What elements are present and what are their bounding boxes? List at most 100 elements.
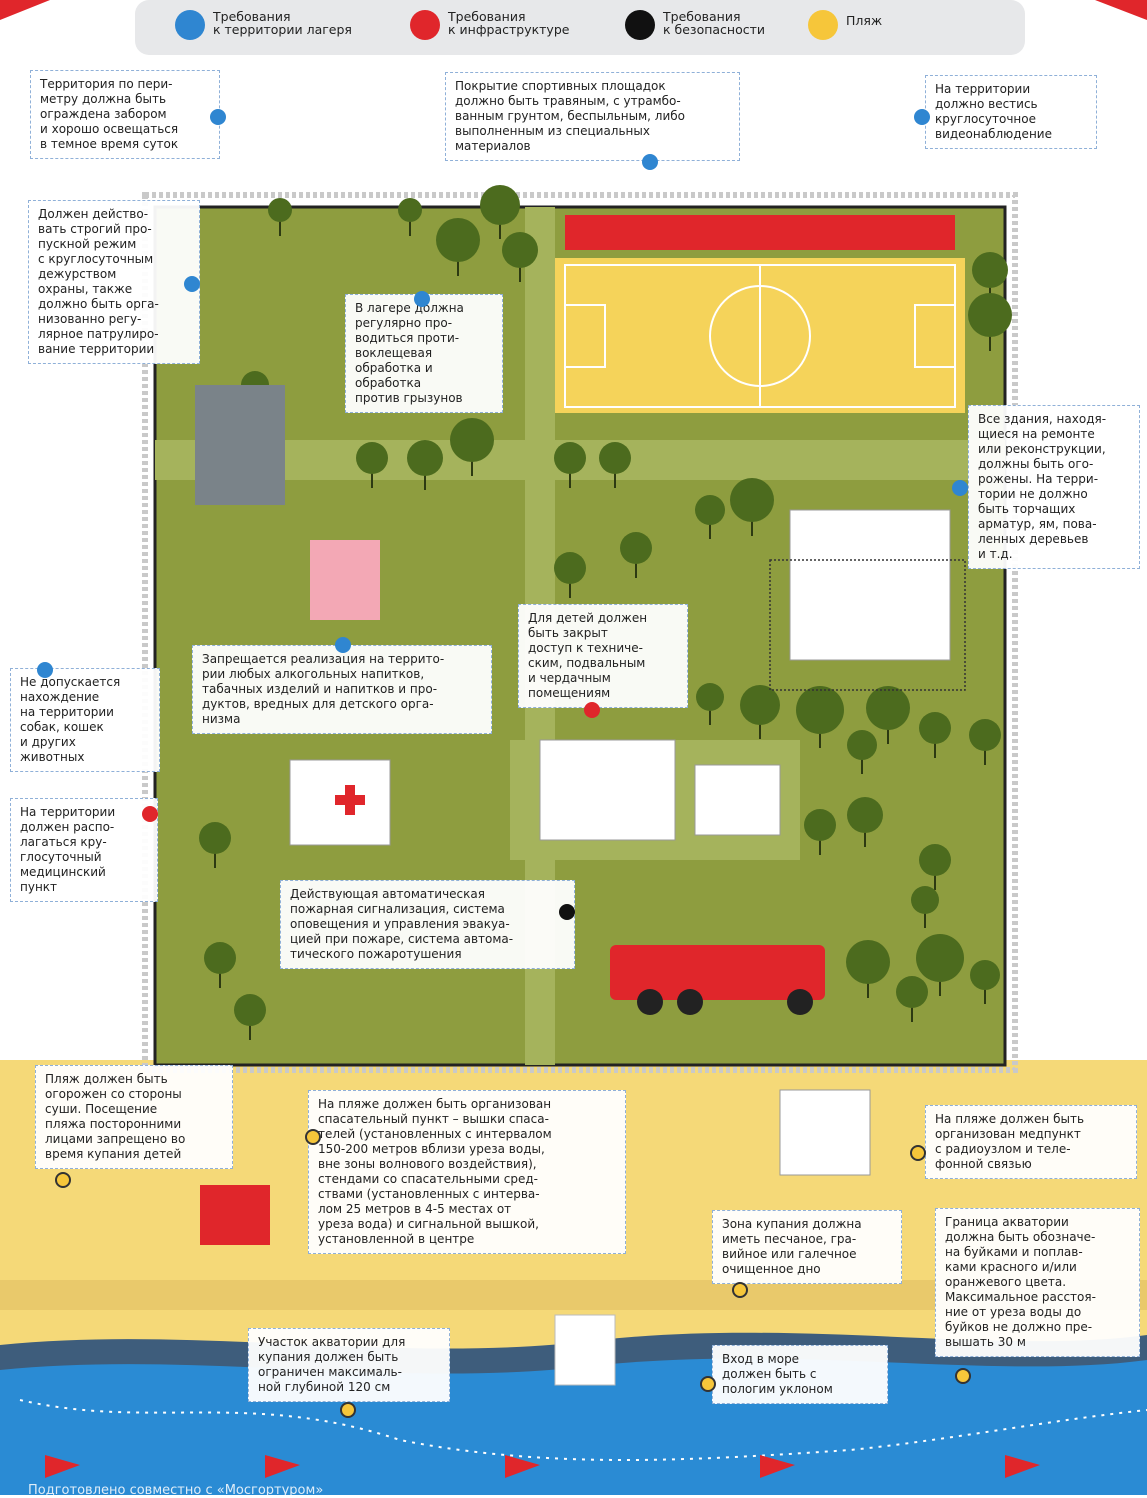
callout-dot <box>305 1129 321 1145</box>
callout-line: табачных изделий и напитков и про- <box>202 682 482 697</box>
legend-label: Требованияк инфраструктуре <box>448 10 569 36</box>
callout-line: животных <box>20 750 150 765</box>
tree <box>695 495 725 525</box>
callout-line: на буйками и поплав- <box>945 1245 1130 1260</box>
callout-line: пологим уклоном <box>722 1382 878 1397</box>
callout-dot <box>584 702 600 718</box>
callout-dot <box>559 904 575 920</box>
callout-line: лагаться кру- <box>20 835 148 850</box>
lifeguard-tower <box>200 1185 270 1245</box>
tree <box>919 712 951 744</box>
callout: Участок акватории длякупания должен быть… <box>248 1328 450 1402</box>
tree <box>502 232 538 268</box>
callout-line: пункт <box>20 880 148 895</box>
callout-line: тории не должно <box>978 487 1130 502</box>
wheel <box>677 989 703 1015</box>
tree <box>847 797 883 833</box>
callout-line: ленных деревьев <box>978 532 1130 547</box>
callout-line: огорожен со стороны <box>45 1087 223 1102</box>
callout-line: водиться проти- <box>355 331 493 346</box>
callout-line: дуктов, вредных для детского орга- <box>202 697 482 712</box>
footer: Подготовлено совместно с «Мосгортуром» <box>28 1483 323 1498</box>
callout: Покрытие спортивных площадокдолжно быть … <box>445 72 740 161</box>
callout-line: щиеся на ремонте <box>978 427 1130 442</box>
callout-line: вне зоны волнового воздействия), <box>318 1157 616 1172</box>
tree <box>268 198 292 222</box>
callout-line: 150-200 метров вблизи уреза воды, <box>318 1142 616 1157</box>
callout-line: помещениям <box>528 686 678 701</box>
callout-line: лом 25 метров в 4-5 местах от <box>318 1202 616 1217</box>
callout-line: Территория по пери- <box>40 77 210 92</box>
callout-dot <box>210 109 226 125</box>
callout-line: должен распо- <box>20 820 148 835</box>
tree <box>968 293 1012 337</box>
callout-line: Действующая автоматическая <box>290 887 565 902</box>
tree <box>969 719 1001 751</box>
tree <box>866 686 910 730</box>
callout-line: организован медпункт <box>935 1127 1127 1142</box>
callout-dot <box>37 662 53 678</box>
callout-line: вание территории <box>38 342 190 357</box>
callout-line: арматур, ям, пова- <box>978 517 1130 532</box>
callout-line: с круглосуточным <box>38 252 190 267</box>
callout-line: должен быть с <box>722 1367 878 1382</box>
tree <box>970 960 1000 990</box>
callout-line: регулярно про- <box>355 316 493 331</box>
tree <box>847 730 877 760</box>
tree <box>620 532 652 564</box>
callout-line: на территории <box>20 705 150 720</box>
wheel <box>637 989 663 1015</box>
callout-line: пускной режим <box>38 237 190 252</box>
callout-line: быть закрыт <box>528 626 678 641</box>
callout: Действующая автоматическаяпожарная сигна… <box>280 880 575 969</box>
callout-dot <box>184 276 200 292</box>
callout-line: фонной связью <box>935 1157 1127 1172</box>
callout-line: оранжевого цвета. <box>945 1275 1130 1290</box>
building <box>540 740 675 840</box>
tree <box>599 442 631 474</box>
callout-line: На территории <box>20 805 148 820</box>
callout-line: время купания детей <box>45 1147 223 1162</box>
callout: Должен действо-вать строгий про-пускной … <box>28 200 200 364</box>
callout-line: быть торчащих <box>978 502 1130 517</box>
beach-medical <box>780 1090 870 1175</box>
callout-line: должно вестись <box>935 97 1087 112</box>
callout-line: с радиоузлом и теле- <box>935 1142 1127 1157</box>
callout-line: Должен действо- <box>38 207 190 222</box>
callout-line: ограничен максималь- <box>258 1365 440 1380</box>
callout-dot <box>955 1368 971 1384</box>
building-under-repair <box>790 510 950 660</box>
tree <box>398 198 422 222</box>
legend-text: к территории лагеря <box>213 23 352 36</box>
callout-line: цией при пожаре, система автома- <box>290 932 565 947</box>
callout-line: выполненным из специальных <box>455 124 730 139</box>
tree <box>450 418 494 462</box>
callout-line: воклещевая <box>355 346 493 361</box>
callout-line: На пляже должен быть организован <box>318 1097 616 1112</box>
callout-line: стендами со спасательными сред- <box>318 1172 616 1187</box>
tree <box>911 886 939 914</box>
legend-dot <box>175 10 205 40</box>
callout-line: уреза вода) и сигнальной вышкой, <box>318 1217 616 1232</box>
legend-text: Пляж <box>846 14 882 27</box>
tree <box>796 686 844 734</box>
tree <box>730 478 774 522</box>
callout-line: На территории <box>935 82 1087 97</box>
callout-line: Запрещается реализация на террито- <box>202 652 482 667</box>
callout: Пляж должен бытьогорожен со сторонысуши.… <box>35 1065 233 1169</box>
callout-dot <box>55 1172 71 1188</box>
callout-line: пожарная сигнализация, система <box>290 902 565 917</box>
tree <box>234 994 266 1026</box>
callout-dot <box>732 1282 748 1298</box>
tree <box>554 552 586 584</box>
callout-line: метру должна быть <box>40 92 210 107</box>
callout-line: очищенное дно <box>722 1262 892 1277</box>
callout-line: материалов <box>455 139 730 154</box>
tree <box>199 822 231 854</box>
